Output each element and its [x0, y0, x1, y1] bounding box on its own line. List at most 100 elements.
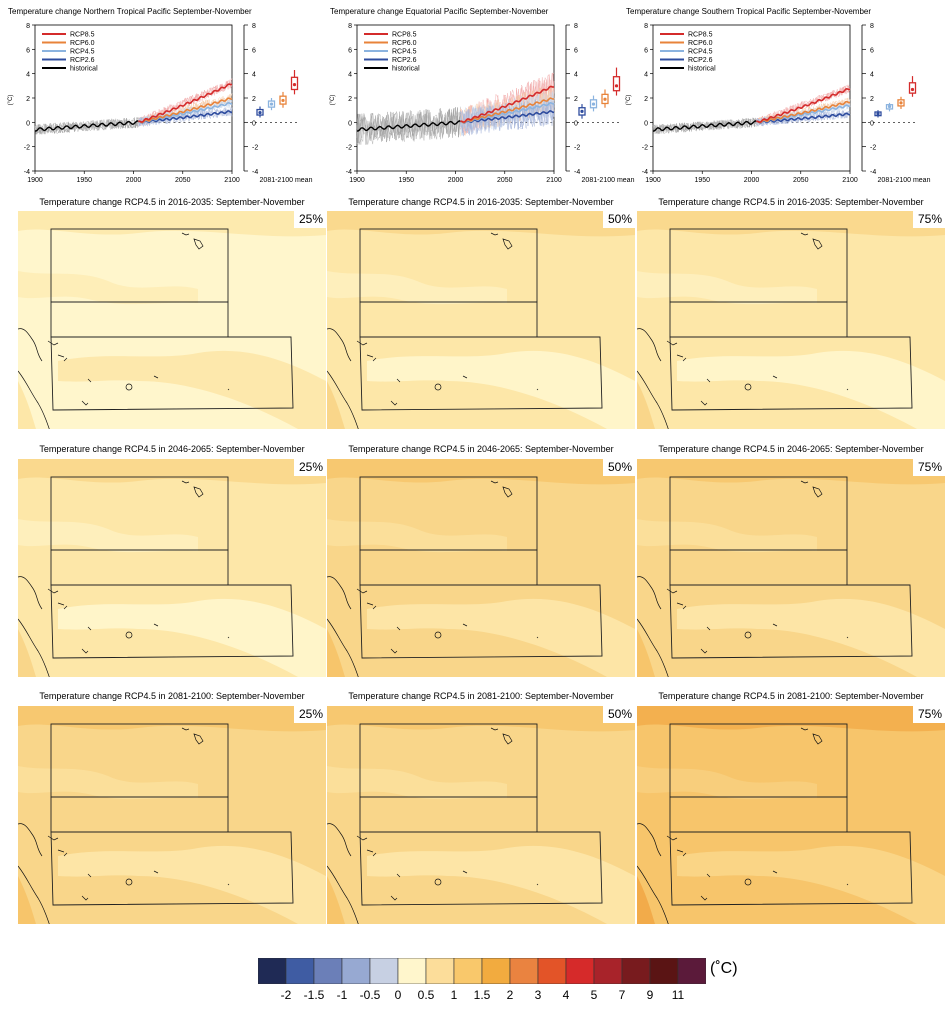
warm-region-coast: [327, 876, 345, 924]
y-tick-label-right: -2: [574, 145, 580, 152]
percentile-label: 75%: [912, 459, 945, 476]
band-patch: [637, 766, 817, 800]
region-box-south: [50, 584, 294, 659]
timeseries-panel-southern: Temperature change Southern Tropical Pac…: [618, 0, 934, 195]
warm-region-coast: [18, 381, 36, 429]
map-panel: 25%: [18, 706, 326, 932]
timeseries-panel-northern: Temperature change Northern Tropical Pac…: [0, 0, 316, 195]
coastline-west: [637, 328, 672, 437]
warm-region-coast: [327, 629, 345, 677]
historical-member: [34, 117, 139, 135]
warm-region-coast: [18, 876, 36, 924]
historical-mean-line: [652, 120, 757, 132]
cool-band: [367, 598, 635, 677]
y-axis-label: (°C): [330, 95, 336, 106]
legend-label: RCP2.6: [70, 57, 95, 64]
region-box-south: [669, 584, 913, 659]
plot-frame: [34, 24, 233, 172]
colorbar: [258, 958, 706, 984]
coastlines: [637, 727, 849, 932]
boxplot-median: [899, 101, 903, 105]
y-tick-label-left: 4: [644, 72, 648, 79]
y-tick-label-left: 8: [644, 23, 648, 30]
region-box-south: [359, 584, 603, 659]
small-islands: [396, 870, 539, 886]
warm-region-coast: [637, 629, 655, 677]
band-patch: [637, 519, 817, 553]
island-chain: [666, 835, 687, 857]
percentile-label: 75%: [912, 706, 945, 723]
percentile-label: 75%: [912, 211, 945, 228]
timeseries-chart: 8 8 6 6 4 4 2 2 0 0 -2 -2 -4 -4 (°C) 1900 1950 2000 2050 21…: [330, 23, 635, 184]
map-canvas: [637, 211, 945, 437]
y-tick-label-left: 6: [348, 47, 352, 54]
map-canvas: [637, 459, 945, 685]
boxplot-median: [591, 102, 596, 106]
small-islands: [706, 870, 849, 886]
coastline-west: [327, 576, 362, 685]
band-patch: [18, 271, 198, 305]
scenario-mean-line-rcp85: [756, 87, 851, 123]
map-title: Temperature change RCP4.5 in 2081-2100: …: [348, 691, 614, 701]
legend-label: RCP4.5: [688, 49, 713, 56]
colorbar-label: 1.5: [473, 988, 491, 1002]
legend-label: historical: [70, 66, 98, 73]
colorbar-swatch: [593, 958, 623, 984]
colorbar-label: -1: [336, 988, 348, 1002]
colorbar-label: 3: [534, 988, 542, 1002]
colorbar-swatch: [341, 958, 371, 984]
colorbar-swatch: [453, 958, 483, 984]
small-islands: [706, 375, 849, 391]
small-islands: [396, 375, 539, 391]
colorbar-swatch: [481, 958, 511, 984]
map-panel: 25%: [18, 459, 326, 685]
colorbar-label: 7: [618, 988, 626, 1002]
coastlines: [18, 232, 230, 437]
island-south: [700, 648, 708, 654]
cool-band: [58, 845, 326, 924]
small-islands: [87, 375, 230, 391]
coastline-west: [327, 823, 362, 932]
map-panel: 50%: [327, 459, 635, 685]
colorbar-swatch: [509, 958, 539, 984]
colorbar-label: 9: [646, 988, 654, 1002]
x-tick-label: 2000: [126, 177, 142, 184]
island-chain: [666, 340, 687, 362]
y-tick-label-right: -4: [252, 169, 258, 176]
coastline-west: [637, 823, 672, 932]
map-title: Temperature change RCP4.5 in 2046-2065: …: [348, 444, 614, 454]
band-patch: [327, 766, 507, 800]
warm-region-north: [637, 706, 945, 732]
x-tick-label: 2100: [842, 177, 858, 184]
y-tick-label-right: 2: [870, 96, 874, 103]
scenario-member: [756, 110, 851, 128]
coastlines: [327, 232, 539, 437]
y-tick-label-right: 4: [252, 72, 256, 79]
hawaii-islands: [490, 727, 513, 745]
x-tick-label: 2000: [448, 177, 464, 184]
x-tick-label: 1950: [694, 177, 710, 184]
scenario-mean-line-rcp60: [138, 97, 233, 124]
island-south: [390, 895, 398, 901]
colorbar-swatch: [313, 958, 343, 984]
map-canvas: [18, 211, 326, 437]
warm-region-north: [18, 706, 326, 732]
band-patch: [637, 271, 817, 305]
hawaii-islands: [800, 727, 823, 745]
colorbar-swatch: [258, 958, 287, 984]
percentile-label: 25%: [293, 459, 326, 476]
map-canvas: [327, 706, 635, 932]
map-panel: 25%: [18, 211, 326, 437]
warm-region-coast: [327, 381, 345, 429]
y-tick-label-right: 6: [574, 47, 578, 54]
y-tick-label-right: 8: [574, 23, 578, 30]
y-tick-label-right: -2: [870, 145, 876, 152]
legend-label: RCP6.0: [688, 40, 713, 47]
y-tick-label-left: 4: [26, 72, 30, 79]
percentile-label: 25%: [293, 706, 326, 723]
boxplot-median: [580, 109, 584, 113]
map-title: Temperature change RCP4.5 in 2016-2035: …: [658, 197, 924, 207]
mean-label: 2081-2100 mean: [582, 177, 635, 184]
mean-label: 2081-2100 mean: [878, 177, 931, 184]
coastlines: [18, 480, 230, 685]
